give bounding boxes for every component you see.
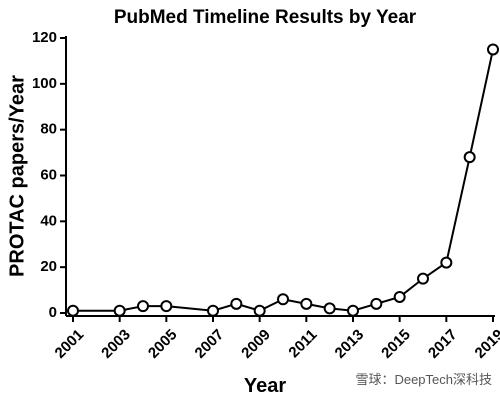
x-tick-label: 2005 [145, 326, 181, 362]
x-tick-label: 2011 [285, 326, 320, 361]
x-tick-label: 2015 [378, 326, 414, 362]
y-tick-label: 60 [40, 166, 57, 183]
chart-title: PubMed Timeline Results by Year [114, 7, 417, 28]
data-point [417, 272, 429, 285]
y-tick-label: 0 [49, 304, 57, 321]
y-axis-label: PROTAC papers/Year [6, 75, 28, 277]
data-point [323, 302, 336, 315]
x-tick-label: 2003 [98, 326, 134, 362]
data-point [277, 293, 289, 306]
y-tick-label: 100 [32, 75, 57, 92]
data-point [300, 297, 313, 310]
data-point [207, 304, 219, 317]
data-point [440, 256, 453, 269]
data-point [370, 297, 383, 310]
data-point [487, 43, 499, 56]
x-tick-label: 2001 [52, 326, 88, 362]
data-point [113, 304, 126, 317]
data-line [73, 49, 494, 312]
x-tick-label: 2017 [425, 326, 461, 362]
y-tick-label: 120 [32, 29, 57, 46]
data-point [230, 297, 243, 310]
watermark: 雪球：DeepTech深科技 [355, 372, 492, 387]
x-tick-label: 2007 [192, 326, 228, 362]
data-point [67, 304, 79, 317]
y-tick-label: 20 [40, 258, 57, 275]
data-point [393, 290, 406, 303]
data-point [137, 300, 149, 313]
y-tick-label: 40 [40, 212, 57, 229]
data-point [253, 304, 266, 317]
x-tick-label: 2009 [238, 326, 274, 362]
y-tick-label: 80 [40, 121, 57, 138]
x-tick-label: 2019 [472, 326, 500, 362]
data-point [463, 151, 476, 164]
x-tick-label: 2013 [332, 326, 368, 362]
data-point [160, 300, 173, 313]
data-point [347, 304, 359, 317]
x-axis-label: Year [244, 375, 286, 397]
